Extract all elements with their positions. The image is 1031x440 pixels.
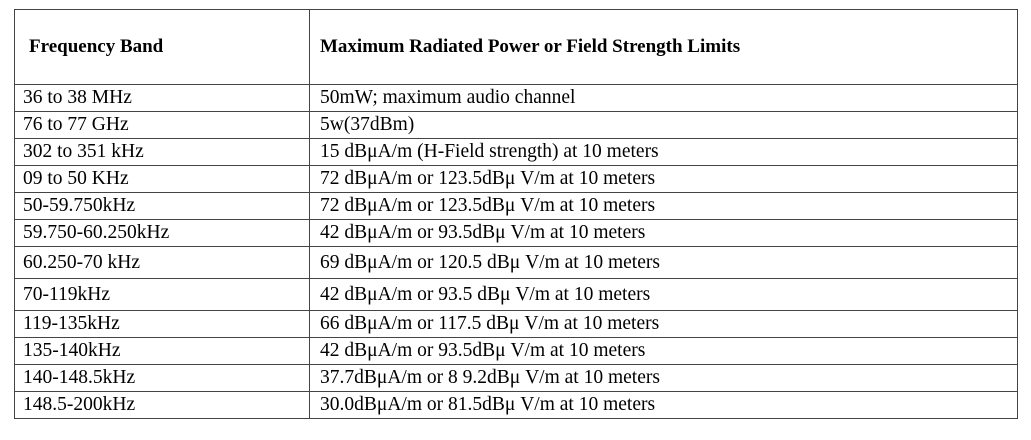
frequency-band-cell: 09 to 50 KHz — [14, 165, 310, 193]
table-row: 135-140kHz 42 dBμA/m or 93.5dBμ V/m at 1… — [14, 337, 1018, 365]
power-limit-cell: 42 dBμA/m or 93.5dBμ V/m at 10 meters — [309, 337, 1018, 365]
frequency-band-cell: 119-135kHz — [14, 310, 310, 338]
frequency-band-cell: 60.250-70 kHz — [14, 246, 310, 279]
frequency-band-cell: 302 to 351 kHz — [14, 138, 310, 166]
table-row: 302 to 351 kHz 15 dBμA/m (H-Field streng… — [14, 138, 1018, 166]
frequency-band-cell: 70-119kHz — [14, 278, 310, 311]
header-row: Frequency Band Maximum Radiated Power or… — [14, 9, 1018, 85]
header-power-limits: Maximum Radiated Power or Field Strength… — [309, 9, 1018, 85]
frequency-limits-table: Frequency Band Maximum Radiated Power or… — [14, 9, 1018, 419]
power-limit-cell: 69 dBμA/m or 120.5 dBμ V/m at 10 meters — [309, 246, 1018, 279]
frequency-band-cell: 50-59.750kHz — [14, 192, 310, 220]
table-row: 59.750-60.250kHz 42 dBμA/m or 93.5dBμ V/… — [14, 219, 1018, 247]
power-limit-cell: 30.0dBμA/m or 81.5dBμ V/m at 10 meters — [309, 391, 1018, 419]
frequency-band-cell: 59.750-60.250kHz — [14, 219, 310, 247]
power-limit-cell: 15 dBμA/m (H-Field strength) at 10 meter… — [309, 138, 1018, 166]
power-limit-cell: 72 dBμA/m or 123.5dBμ V/m at 10 meters — [309, 192, 1018, 220]
table-row: 60.250-70 kHz 69 dBμA/m or 120.5 dBμ V/m… — [14, 246, 1018, 279]
frequency-band-cell: 76 to 77 GHz — [14, 111, 310, 139]
frequency-band-cell: 135-140kHz — [14, 337, 310, 365]
table-row: 148.5-200kHz 30.0dBμA/m or 81.5dBμ V/m a… — [14, 391, 1018, 419]
table-row: 50-59.750kHz 72 dBμA/m or 123.5dBμ V/m a… — [14, 192, 1018, 220]
power-limit-cell: 42 dBμA/m or 93.5dBμ V/m at 10 meters — [309, 219, 1018, 247]
power-limit-cell: 42 dBμA/m or 93.5 dBμ V/m at 10 meters — [309, 278, 1018, 311]
table-row: 36 to 38 MHz 50mW; maximum audio channel — [14, 84, 1018, 112]
power-limit-cell: 66 dBμA/m or 117.5 dBμ V/m at 10 meters — [309, 310, 1018, 338]
power-limit-cell: 37.7dBμA/m or 8 9.2dBμ V/m at 10 meters — [309, 364, 1018, 392]
table-row: 140-148.5kHz 37.7dBμA/m or 8 9.2dBμ V/m … — [14, 364, 1018, 392]
frequency-band-cell: 148.5-200kHz — [14, 391, 310, 419]
header-frequency-band: Frequency Band — [14, 9, 310, 85]
table-row: 09 to 50 KHz 72 dBμA/m or 123.5dBμ V/m a… — [14, 165, 1018, 193]
power-limit-cell: 72 dBμA/m or 123.5dBμ V/m at 10 meters — [309, 165, 1018, 193]
frequency-band-cell: 140-148.5kHz — [14, 364, 310, 392]
power-limit-cell: 50mW; maximum audio channel — [309, 84, 1018, 112]
frequency-band-cell: 36 to 38 MHz — [14, 84, 310, 112]
table-row: 70-119kHz 42 dBμA/m or 93.5 dBμ V/m at 1… — [14, 278, 1018, 311]
table-row: 76 to 77 GHz 5w(37dBm) — [14, 111, 1018, 139]
table-row: 119-135kHz 66 dBμA/m or 117.5 dBμ V/m at… — [14, 310, 1018, 338]
power-limit-cell: 5w(37dBm) — [309, 111, 1018, 139]
